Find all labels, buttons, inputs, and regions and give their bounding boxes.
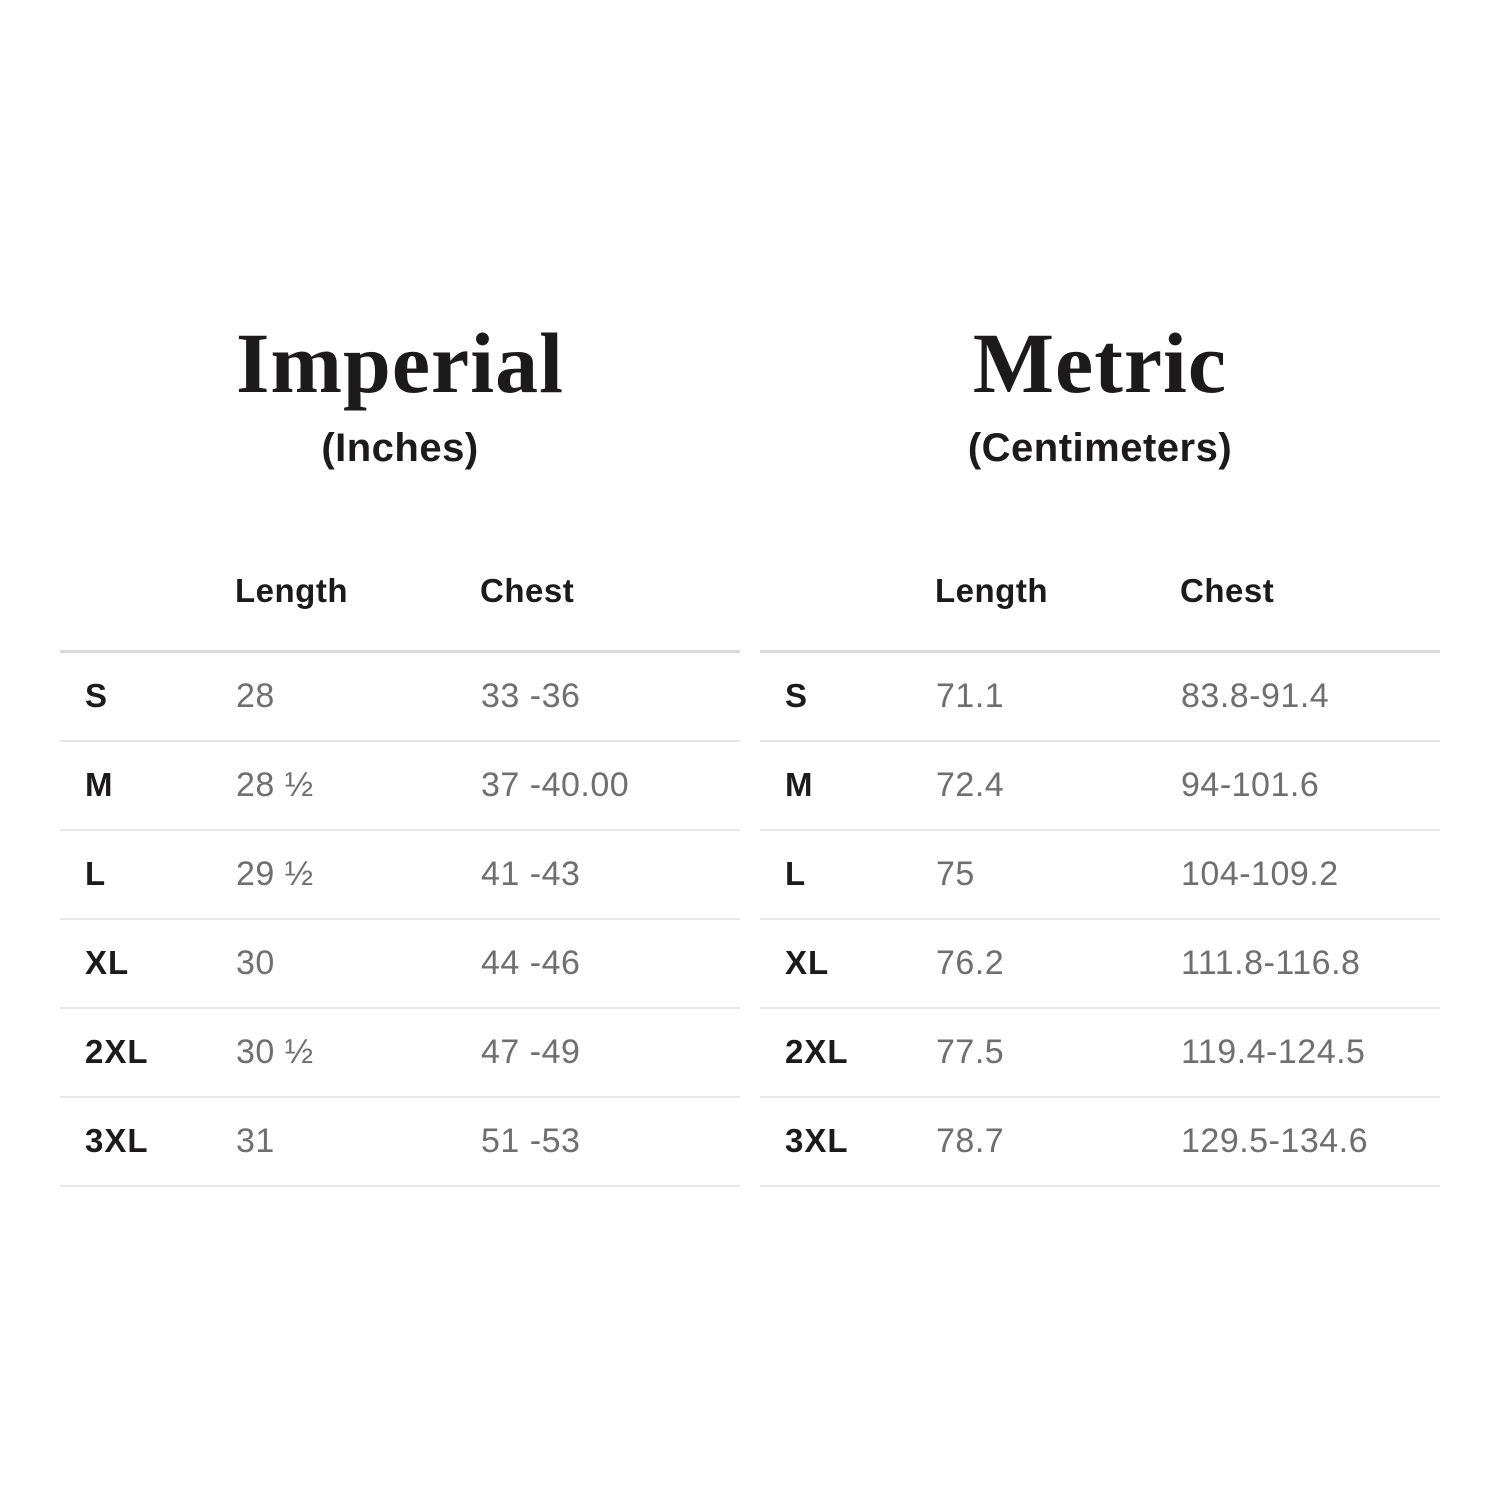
chest-cell: 104-109.2 — [1181, 854, 1339, 893]
header-size-spacer — [760, 472, 935, 652]
size-cell: 2XL — [85, 1033, 149, 1070]
chest-cell: 47 -49 — [481, 1032, 581, 1071]
column-header-chest: Chest — [1180, 572, 1275, 609]
length-cell: 31 — [236, 1121, 275, 1160]
imperial-subtitle: (Inches) — [321, 426, 479, 470]
length-cell: 28 — [236, 676, 275, 715]
table-row: L 75 104-109.2 — [760, 830, 1440, 919]
size-cell: XL — [785, 944, 830, 981]
length-cell: 75 — [936, 854, 975, 893]
size-cell: M — [785, 766, 814, 803]
length-cell: 28 ½ — [236, 765, 314, 804]
table-row: M 28 ½ 37 -40.00 — [60, 741, 740, 830]
column-header-length: Length — [935, 572, 1048, 609]
length-cell: 30 ½ — [236, 1032, 314, 1071]
table-row: XL 30 44 -46 — [60, 919, 740, 1008]
size-cell: S — [85, 677, 109, 715]
size-cell: M — [85, 766, 114, 803]
header-size-spacer — [60, 472, 235, 652]
table-row: 2XL 77.5 119.4-124.5 — [760, 1008, 1440, 1097]
chest-cell: 51 -53 — [481, 1121, 581, 1160]
imperial-header-row: Length Chest — [60, 472, 740, 652]
metric-title: Metric — [972, 315, 1228, 411]
metric-subtitle: (Centimeters) — [967, 426, 1233, 470]
size-cell: L — [85, 855, 107, 892]
table-row: L 29 ½ 41 -43 — [60, 830, 740, 919]
chest-cell: 37 -40.00 — [481, 765, 630, 804]
chest-cell: 33 -36 — [481, 676, 581, 715]
length-cell: 71.1 — [936, 676, 1005, 715]
metric-table: Length Chest S 71.1 83.8-91.4 M 72.4 94-101.6… — [760, 472, 1440, 1187]
imperial-title: Imperial — [235, 315, 565, 411]
chest-cell: 119.4-124.5 — [1181, 1032, 1366, 1071]
length-cell: 77.5 — [936, 1032, 1005, 1071]
table-row: S 71.1 83.8-91.4 — [760, 652, 1440, 741]
chest-cell: 41 -43 — [481, 854, 581, 893]
table-row: XL 76.2 111.8-116.8 — [760, 919, 1440, 1008]
table-row: 3XL 78.7 129.5-134.6 — [760, 1097, 1440, 1186]
table-row: 2XL 30 ½ 47 -49 — [60, 1008, 740, 1097]
size-cell: 3XL — [785, 1122, 849, 1159]
size-cell: XL — [85, 944, 130, 981]
chest-cell: 94-101.6 — [1181, 765, 1320, 804]
length-cell: 78.7 — [936, 1121, 1005, 1160]
chest-cell: 129.5-134.6 — [1181, 1121, 1368, 1160]
table-row: M 72.4 94-101.6 — [760, 741, 1440, 830]
length-cell: 29 ½ — [236, 854, 314, 893]
table-row: 3XL 31 51 -53 — [60, 1097, 740, 1186]
chest-cell: 83.8-91.4 — [1181, 676, 1330, 715]
size-cell: 2XL — [785, 1033, 849, 1070]
size-cell: 3XL — [85, 1122, 149, 1159]
metric-header-row: Length Chest — [760, 472, 1440, 652]
metric-panel: Metric (Centimeters) Length Chest S 71.1 8… — [760, 320, 1440, 1187]
size-chart-tables: Imperial (Inches) Length Chest S 28 33 -36… — [60, 320, 1440, 1187]
size-cell: S — [785, 677, 809, 715]
length-cell: 72.4 — [936, 765, 1005, 804]
size-cell: L — [785, 855, 807, 892]
table-row: S 28 33 -36 — [60, 652, 740, 741]
chest-cell: 44 -46 — [481, 943, 581, 982]
length-cell: 30 — [236, 943, 275, 982]
column-header-length: Length — [235, 572, 348, 609]
length-cell: 76.2 — [936, 943, 1005, 982]
imperial-panel: Imperial (Inches) Length Chest S 28 33 -36… — [60, 320, 740, 1187]
imperial-table: Length Chest S 28 33 -36 M 28 ½ 37 -40.00 L 29 … — [60, 472, 740, 1187]
chest-cell: 111.8-116.8 — [1181, 943, 1361, 982]
column-header-chest: Chest — [480, 572, 575, 609]
